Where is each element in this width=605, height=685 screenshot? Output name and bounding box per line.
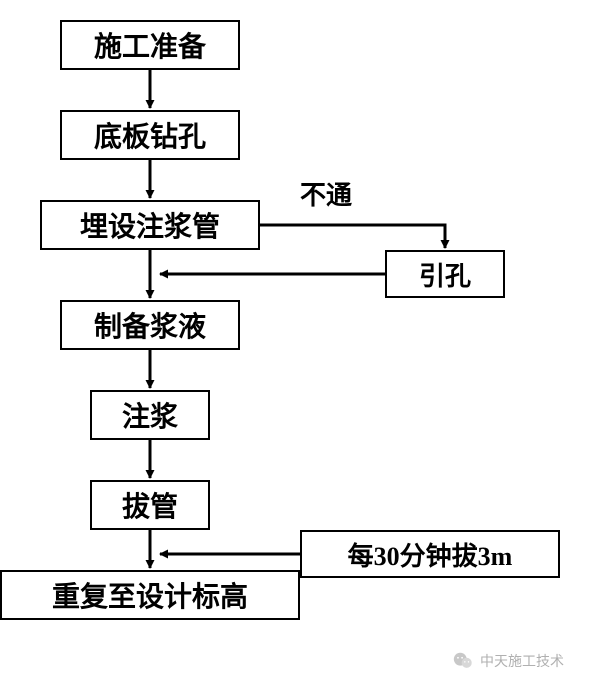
node-pull: 拔管 bbox=[90, 480, 210, 530]
node-drill: 底板钻孔 bbox=[60, 110, 240, 160]
node-repeat: 重复至设计标高 bbox=[0, 570, 300, 620]
node-slurry: 制备浆液 bbox=[60, 300, 240, 350]
node-pilot: 引孔 bbox=[385, 250, 505, 298]
node-interval: 每30分钟拔3m bbox=[300, 530, 560, 578]
wechat-icon bbox=[452, 650, 474, 672]
node-prep: 施工准备 bbox=[60, 20, 240, 70]
node-install: 埋设注浆管 bbox=[40, 200, 260, 250]
watermark-text: 中天施工技术 bbox=[480, 651, 564, 671]
node-grout: 注浆 bbox=[90, 390, 210, 440]
edge-label-blocked: 不通 bbox=[300, 175, 352, 212]
watermark: 中天施工技术 bbox=[452, 650, 564, 672]
